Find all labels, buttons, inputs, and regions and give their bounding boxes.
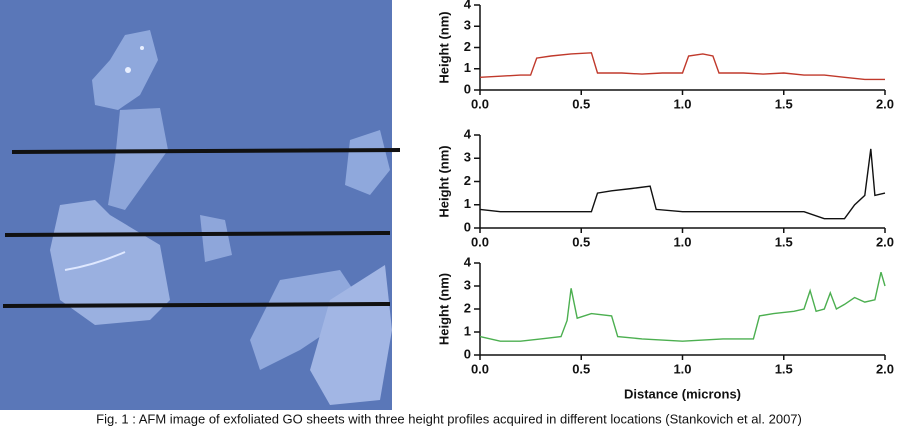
- y-axis-label: Height (nm): [436, 11, 451, 83]
- y-tick-label: 2: [464, 39, 471, 54]
- x-tick-label: 2.0: [876, 96, 894, 111]
- y-tick-label: 3: [464, 150, 471, 165]
- y-tick-label: 0: [464, 346, 471, 361]
- x-tick-label: 1.5: [775, 234, 793, 249]
- x-tick-label: 0.0: [471, 96, 489, 111]
- y-tick-label: 4: [464, 254, 472, 269]
- profile-line: [479, 272, 886, 342]
- x-tick-label: 0.5: [572, 361, 590, 376]
- y-tick-label: 2: [464, 173, 471, 188]
- x-tick-label: 0.0: [471, 234, 489, 249]
- profile-line: [479, 148, 886, 220]
- x-tick-label: 0.0: [471, 361, 489, 376]
- x-tick-label: 1.0: [673, 361, 691, 376]
- y-tick-label: 3: [464, 18, 471, 33]
- y-tick-label: 2: [464, 300, 471, 315]
- caption: Fig. 1 : AFM image of exfoliated GO shee…: [96, 411, 802, 426]
- y-axis-label: Height (nm): [436, 273, 451, 345]
- y-tick-label: 1: [464, 60, 471, 75]
- x-tick-label: 2.0: [876, 234, 894, 249]
- y-tick-label: 1: [464, 323, 471, 338]
- x-tick-label: 1.0: [673, 234, 691, 249]
- x-tick-label: 1.5: [775, 361, 793, 376]
- x-tick-label: 0.5: [572, 234, 590, 249]
- y-tick-label: 4: [464, 0, 472, 11]
- x-tick-label: 2.0: [876, 361, 894, 376]
- y-tick-label: 3: [464, 277, 471, 292]
- y-tick-label: 4: [464, 126, 472, 141]
- y-tick-label: 0: [464, 219, 471, 234]
- x-tick-label: 0.5: [572, 96, 590, 111]
- x-tick-label: 1.5: [775, 96, 793, 111]
- y-axis-label: Height (nm): [436, 145, 451, 217]
- x-tick-label: 1.0: [673, 96, 691, 111]
- x-axis-label: Distance (microns): [624, 386, 741, 401]
- y-tick-label: 0: [464, 81, 471, 96]
- y-tick-label: 1: [464, 196, 471, 211]
- profile-line: [479, 52, 885, 81]
- afm-image: [0, 0, 401, 410]
